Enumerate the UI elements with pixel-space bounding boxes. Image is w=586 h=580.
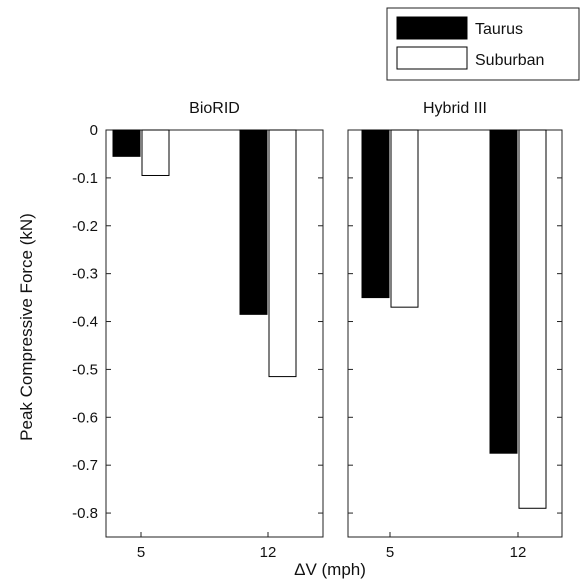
y-tick-label: -0.4 bbox=[72, 314, 98, 331]
y-tick-label: 0 bbox=[90, 122, 98, 139]
panel-frame-biorid bbox=[105, 129, 324, 538]
bar-biorid-suburban-5 bbox=[141, 129, 170, 176]
panel-frame-hybrid-iii bbox=[347, 129, 563, 538]
bar-hybrid-iii-suburban-5 bbox=[390, 129, 419, 308]
x-tick-label: 5 bbox=[386, 544, 394, 561]
legend-swatch-suburban bbox=[396, 46, 468, 70]
y-tick-label: -0.6 bbox=[72, 409, 98, 426]
bar-biorid-taurus-5 bbox=[112, 129, 141, 157]
chart-panels: BioRID 0 -0.1 -0.2 -0.3 -0.4 -0.5 -0.6 -0.7 -0.8 5… bbox=[72, 100, 563, 561]
bar-hybrid-iii-taurus-12 bbox=[489, 129, 518, 454]
bar-hybrid-iii-taurus-5 bbox=[361, 129, 390, 299]
panel-title-biorid: BioRID bbox=[189, 100, 240, 117]
y-axis-title: Peak Compressive Force (kN) bbox=[17, 213, 36, 441]
x-tick-label: 5 bbox=[137, 544, 145, 561]
legend-label-taurus: Taurus bbox=[475, 21, 523, 38]
panel-title-hybrid-iii: Hybrid III bbox=[423, 100, 487, 117]
x-axis-title: ΔV (mph) bbox=[294, 560, 366, 579]
y-tick-label: -0.1 bbox=[72, 170, 98, 187]
y-tick-label: -0.3 bbox=[72, 266, 98, 283]
x-tick-label: 12 bbox=[260, 544, 277, 561]
y-tick-label: -0.7 bbox=[72, 457, 98, 474]
bar-biorid-suburban-12 bbox=[268, 129, 297, 378]
x-tick-label: 12 bbox=[510, 544, 527, 561]
y-tick-label: -0.8 bbox=[72, 505, 98, 522]
y-tick-label: -0.2 bbox=[72, 218, 98, 235]
bar-biorid-taurus-12 bbox=[239, 129, 268, 315]
bar-hybrid-iii-suburban-12 bbox=[518, 129, 547, 509]
legend-label-suburban: Suburban bbox=[475, 52, 544, 69]
y-tick-label: -0.5 bbox=[72, 361, 98, 378]
legend-swatch-taurus bbox=[396, 16, 468, 40]
legend: Taurus Suburban bbox=[386, 7, 580, 81]
